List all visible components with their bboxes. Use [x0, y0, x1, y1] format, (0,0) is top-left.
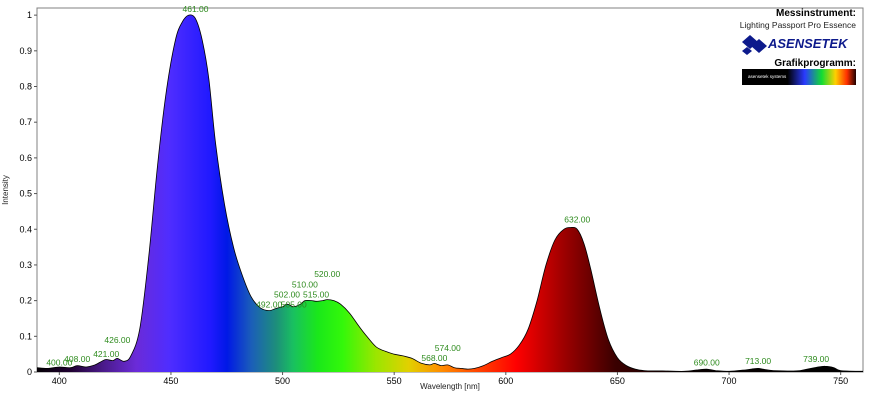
peak-label: 492.00	[256, 300, 282, 310]
peak-label: 520.00	[314, 269, 340, 279]
x-tick-label: 550	[387, 376, 402, 386]
peak-label: 574.00	[435, 343, 461, 353]
peak-label: 632.00	[564, 215, 590, 225]
peak-label: 505.00	[281, 300, 307, 310]
x-tick-label: 700	[722, 376, 737, 386]
asensetek-logo: ASENSETEK	[742, 35, 849, 55]
peak-label: 515.00	[303, 290, 329, 300]
peak-label: 400.00	[46, 357, 72, 367]
y-tick-label: 1	[27, 10, 32, 20]
peak-label: 510.00	[292, 280, 318, 290]
software-logo-text: asensetek systems	[748, 74, 787, 79]
software-heading: Grafikprogramm:	[774, 58, 856, 69]
instrument-name: Lighting Passport Pro Essence	[740, 20, 857, 30]
peak-label: 690.00	[694, 357, 720, 367]
y-tick-label: 0.6	[19, 153, 32, 163]
peak-label: 461.00	[183, 4, 209, 14]
y-tick-label: 0.5	[19, 189, 32, 199]
x-tick-label: 650	[610, 376, 625, 386]
peak-label: 408.00	[64, 354, 90, 364]
y-tick-label: 0.3	[19, 260, 32, 270]
peak-label: 421.00	[93, 349, 119, 359]
x-tick-label: 600	[498, 376, 513, 386]
peak-label: 713.00	[745, 356, 771, 366]
legend-box: Messinstrument: Lighting Passport Pro Es…	[740, 8, 857, 85]
y-axis-title: Intensity	[1, 175, 10, 205]
x-tick-label: 500	[275, 376, 290, 386]
x-tick-label: 450	[163, 376, 178, 386]
y-tick-label: 0.2	[19, 296, 32, 306]
x-axis-ticks: 400 450 500 550 600 650 700 750	[52, 372, 848, 386]
brand-logo-text: ASENSETEK	[767, 36, 849, 51]
y-tick-label: 0	[27, 367, 32, 377]
x-axis-title: Wavelength [nm]	[420, 382, 480, 391]
peak-label: 426.00	[104, 335, 130, 345]
instrument-heading: Messinstrument:	[776, 8, 856, 19]
software-logo: asensetek systems	[742, 69, 856, 85]
peak-label: 502.00	[274, 290, 300, 300]
y-tick-label: 0.9	[19, 46, 32, 56]
y-tick-label: 0.7	[19, 117, 32, 127]
x-tick-label: 750	[833, 376, 848, 386]
spectrum-area	[37, 14, 863, 372]
peak-label: 739.00	[803, 354, 829, 364]
spectrum-line	[37, 14, 863, 372]
y-tick-label: 0.4	[19, 224, 32, 234]
y-axis-ticks: 0 0.1 0.2 0.3 0.4 0.5 0.6 0.7 0.8 0.9 1	[19, 10, 37, 377]
y-tick-label: 0.1	[19, 331, 32, 341]
x-tick-label: 400	[52, 376, 67, 386]
peak-label: 568.00	[421, 353, 447, 363]
y-tick-label: 0.8	[19, 82, 32, 92]
